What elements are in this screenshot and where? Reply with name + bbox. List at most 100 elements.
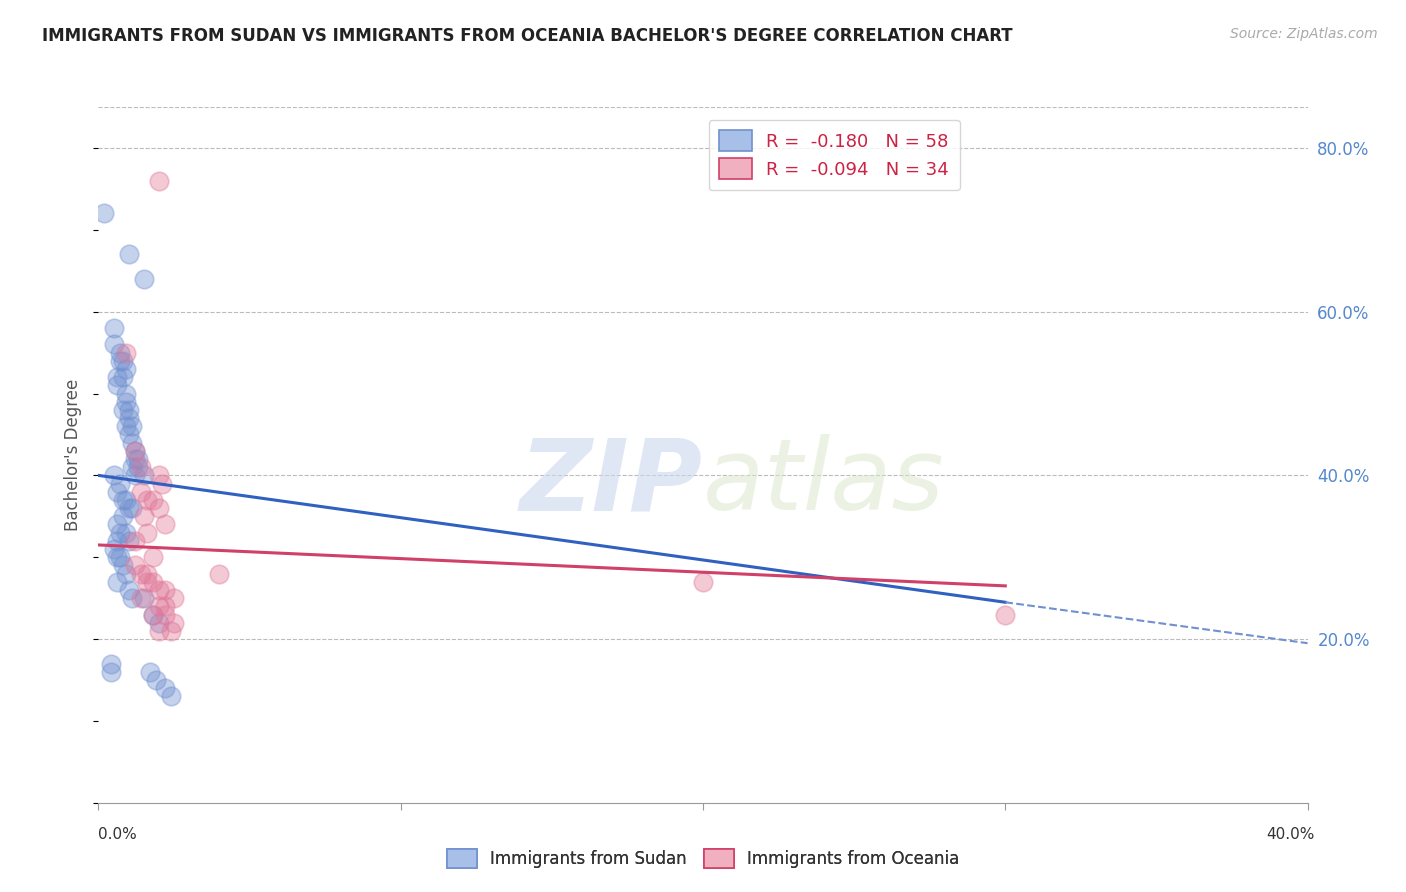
- Point: [148, 615, 170, 630]
- Point: [135, 492, 157, 507]
- Point: [105, 574, 128, 589]
- Text: Source: ZipAtlas.com: Source: ZipAtlas.com: [1230, 27, 1378, 41]
- Point: [105, 550, 128, 565]
- Text: 40.0%: 40.0%: [1267, 827, 1315, 841]
- Point: [118, 501, 141, 516]
- Point: [124, 468, 146, 483]
- Point: [105, 533, 128, 548]
- Point: [108, 550, 131, 565]
- Point: [121, 460, 143, 475]
- Point: [111, 353, 134, 368]
- Point: [148, 624, 170, 638]
- Point: [124, 533, 146, 548]
- Point: [132, 272, 155, 286]
- Y-axis label: Bachelor's Degree: Bachelor's Degree: [65, 379, 83, 531]
- Point: [129, 591, 152, 606]
- Point: [108, 345, 131, 359]
- Point: [124, 558, 146, 573]
- Point: [118, 427, 141, 442]
- Point: [103, 468, 125, 483]
- Point: [121, 435, 143, 450]
- Point: [118, 411, 141, 425]
- Point: [114, 525, 136, 540]
- Point: [114, 419, 136, 434]
- Point: [163, 591, 186, 606]
- Point: [153, 607, 176, 622]
- Point: [142, 607, 165, 622]
- Point: [132, 468, 155, 483]
- Point: [129, 566, 152, 581]
- Point: [994, 607, 1017, 622]
- Point: [121, 591, 143, 606]
- Point: [118, 403, 141, 417]
- Text: ZIP: ZIP: [520, 434, 703, 532]
- Point: [150, 476, 173, 491]
- Legend: Immigrants from Sudan, Immigrants from Oceania: Immigrants from Sudan, Immigrants from O…: [440, 842, 966, 874]
- Point: [142, 550, 165, 565]
- Point: [135, 566, 157, 581]
- Point: [121, 501, 143, 516]
- Point: [142, 492, 165, 507]
- Text: IMMIGRANTS FROM SUDAN VS IMMIGRANTS FROM OCEANIA BACHELOR'S DEGREE CORRELATION C: IMMIGRANTS FROM SUDAN VS IMMIGRANTS FROM…: [42, 27, 1012, 45]
- Point: [142, 574, 165, 589]
- Point: [145, 673, 167, 687]
- Point: [148, 582, 170, 597]
- Point: [103, 337, 125, 351]
- Point: [111, 492, 134, 507]
- Point: [129, 460, 152, 475]
- Point: [108, 525, 131, 540]
- Point: [127, 460, 149, 475]
- Point: [124, 452, 146, 467]
- Point: [111, 403, 134, 417]
- Point: [148, 468, 170, 483]
- Point: [135, 574, 157, 589]
- Point: [692, 574, 714, 589]
- Point: [124, 443, 146, 458]
- Point: [127, 452, 149, 467]
- Point: [135, 525, 157, 540]
- Point: [108, 476, 131, 491]
- Point: [160, 624, 183, 638]
- Point: [153, 599, 176, 614]
- Point: [132, 591, 155, 606]
- Point: [114, 345, 136, 359]
- Point: [148, 174, 170, 188]
- Point: [114, 394, 136, 409]
- Point: [114, 362, 136, 376]
- Point: [132, 509, 155, 524]
- Point: [129, 484, 152, 499]
- Point: [153, 582, 176, 597]
- Point: [118, 247, 141, 261]
- Point: [114, 492, 136, 507]
- Point: [100, 657, 122, 671]
- Point: [160, 690, 183, 704]
- Point: [103, 321, 125, 335]
- Point: [105, 378, 128, 392]
- Point: [118, 582, 141, 597]
- Point: [105, 370, 128, 384]
- Point: [118, 533, 141, 548]
- Point: [93, 206, 115, 220]
- Point: [148, 599, 170, 614]
- Point: [153, 517, 176, 532]
- Point: [111, 558, 134, 573]
- Point: [124, 443, 146, 458]
- Point: [208, 566, 231, 581]
- Point: [111, 509, 134, 524]
- Point: [111, 370, 134, 384]
- Point: [105, 517, 128, 532]
- Point: [148, 501, 170, 516]
- Point: [103, 542, 125, 557]
- Point: [153, 681, 176, 696]
- Point: [114, 566, 136, 581]
- Point: [139, 665, 162, 679]
- Point: [121, 419, 143, 434]
- Point: [114, 386, 136, 401]
- Point: [163, 615, 186, 630]
- Point: [100, 665, 122, 679]
- Point: [108, 353, 131, 368]
- Text: atlas: atlas: [703, 434, 945, 532]
- Point: [142, 607, 165, 622]
- Text: 0.0%: 0.0%: [98, 827, 138, 841]
- Point: [105, 484, 128, 499]
